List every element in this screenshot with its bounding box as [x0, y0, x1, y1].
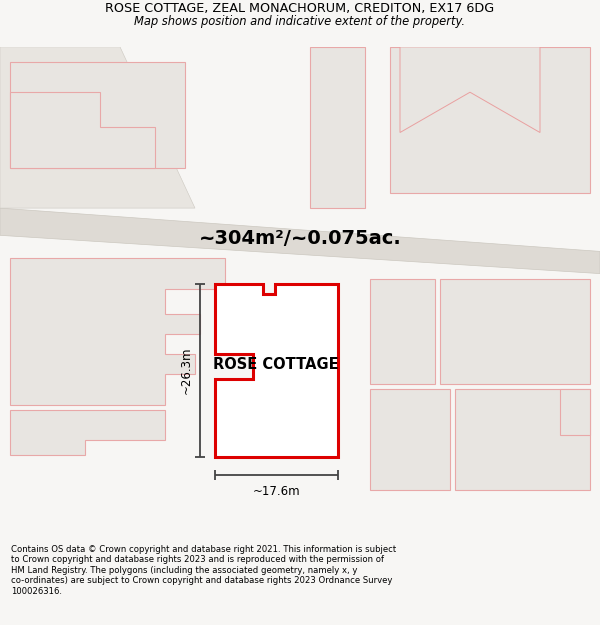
Polygon shape — [370, 389, 450, 490]
Polygon shape — [455, 389, 590, 490]
Text: ROSE COTTAGE: ROSE COTTAGE — [213, 357, 339, 372]
Polygon shape — [10, 62, 185, 168]
Polygon shape — [10, 409, 165, 455]
Polygon shape — [0, 47, 195, 208]
Polygon shape — [10, 259, 225, 404]
Polygon shape — [10, 92, 155, 168]
Polygon shape — [370, 279, 435, 384]
Text: ~17.6m: ~17.6m — [253, 485, 301, 498]
Text: ~26.3m: ~26.3m — [179, 347, 193, 394]
Polygon shape — [400, 47, 540, 132]
Polygon shape — [0, 208, 600, 274]
Polygon shape — [215, 284, 338, 457]
Polygon shape — [310, 47, 365, 208]
Text: Contains OS data © Crown copyright and database right 2021. This information is : Contains OS data © Crown copyright and d… — [11, 545, 396, 596]
Polygon shape — [560, 389, 590, 435]
Polygon shape — [440, 279, 590, 384]
Text: ~304m²/~0.075ac.: ~304m²/~0.075ac. — [199, 229, 401, 248]
Text: ROSE COTTAGE, ZEAL MONACHORUM, CREDITON, EX17 6DG: ROSE COTTAGE, ZEAL MONACHORUM, CREDITON,… — [106, 2, 494, 15]
Text: Map shows position and indicative extent of the property.: Map shows position and indicative extent… — [134, 15, 466, 28]
Polygon shape — [390, 47, 590, 193]
